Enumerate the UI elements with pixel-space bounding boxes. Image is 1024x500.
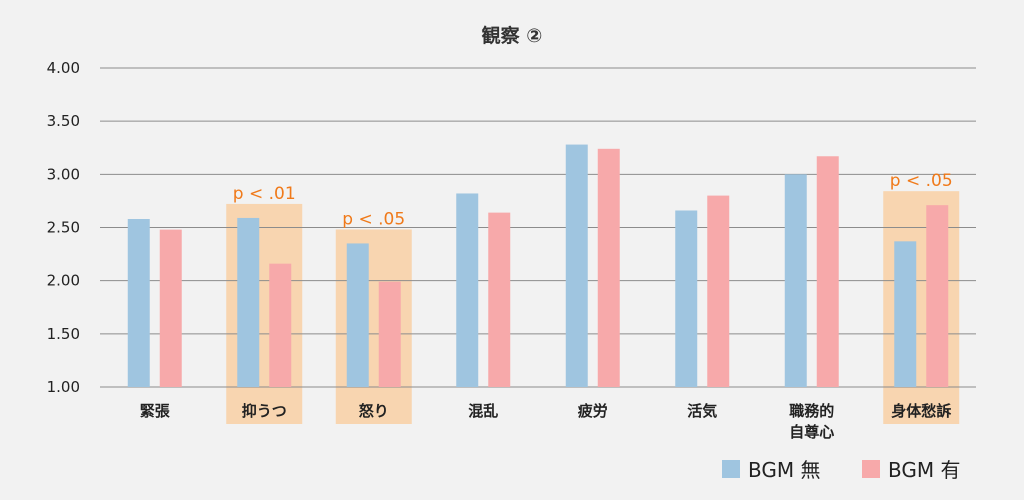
highlight-group [226,191,960,424]
y-axis-labels: 1.00 1.50 2.00 2.50 3.00 3.50 4.00 [47,59,80,396]
bar-series0-6 [784,174,807,387]
bars-group [127,144,949,387]
category-label: 抑うつ [242,402,287,420]
y-tick-label: 2.00 [47,272,80,290]
bar-series1-7 [926,205,949,387]
bar-series1-3 [488,212,511,387]
y-tick-label: 3.50 [47,112,80,130]
category-label: 疲労 [578,402,608,420]
bar-series0-1 [237,217,260,387]
y-tick-label: 1.00 [47,378,80,396]
significance-label-1: p < .05 [342,209,405,229]
significance-label-0: p < .01 [233,184,296,204]
y-tick-label: 3.00 [47,165,80,183]
bar-series0-2 [346,243,369,387]
y-tick-label: 4.00 [47,59,80,77]
bar-series1-2 [378,281,401,387]
bar-series0-0 [127,218,150,387]
category-label: 緊張 [140,402,171,420]
bar-series1-4 [597,148,620,387]
legend: BGM 無 BGM 有 [722,458,960,482]
bar-series1-6 [816,156,839,387]
category-label: 活気 [687,402,717,420]
category-label: 職務的 [789,402,834,420]
legend-label-1: BGM 有 [888,458,960,482]
category-label: 混乱 [468,402,498,420]
legend-swatch-1 [862,460,880,478]
chart-title: 観察 ② [482,24,543,47]
y-tick-label: 1.50 [47,325,80,343]
category-label: 自尊心 [789,423,834,441]
y-tick-label: 2.50 [47,219,80,237]
legend-label-0: BGM 無 [748,458,820,482]
category-label: 怒り [359,402,389,420]
significance-annotations: p < .01 p < .05 p < .05 [233,171,953,229]
bar-series0-3 [456,193,479,387]
bar-series0-5 [675,210,698,387]
bar-series0-7 [894,241,917,387]
bar-series1-1 [269,263,292,387]
category-label: 身体愁訴 [891,402,951,420]
significance-label-2: p < .05 [890,171,953,191]
bar-series0-4 [565,144,588,387]
legend-swatch-0 [722,460,740,478]
bar-series1-0 [159,229,182,387]
bar-series1-5 [707,195,730,387]
